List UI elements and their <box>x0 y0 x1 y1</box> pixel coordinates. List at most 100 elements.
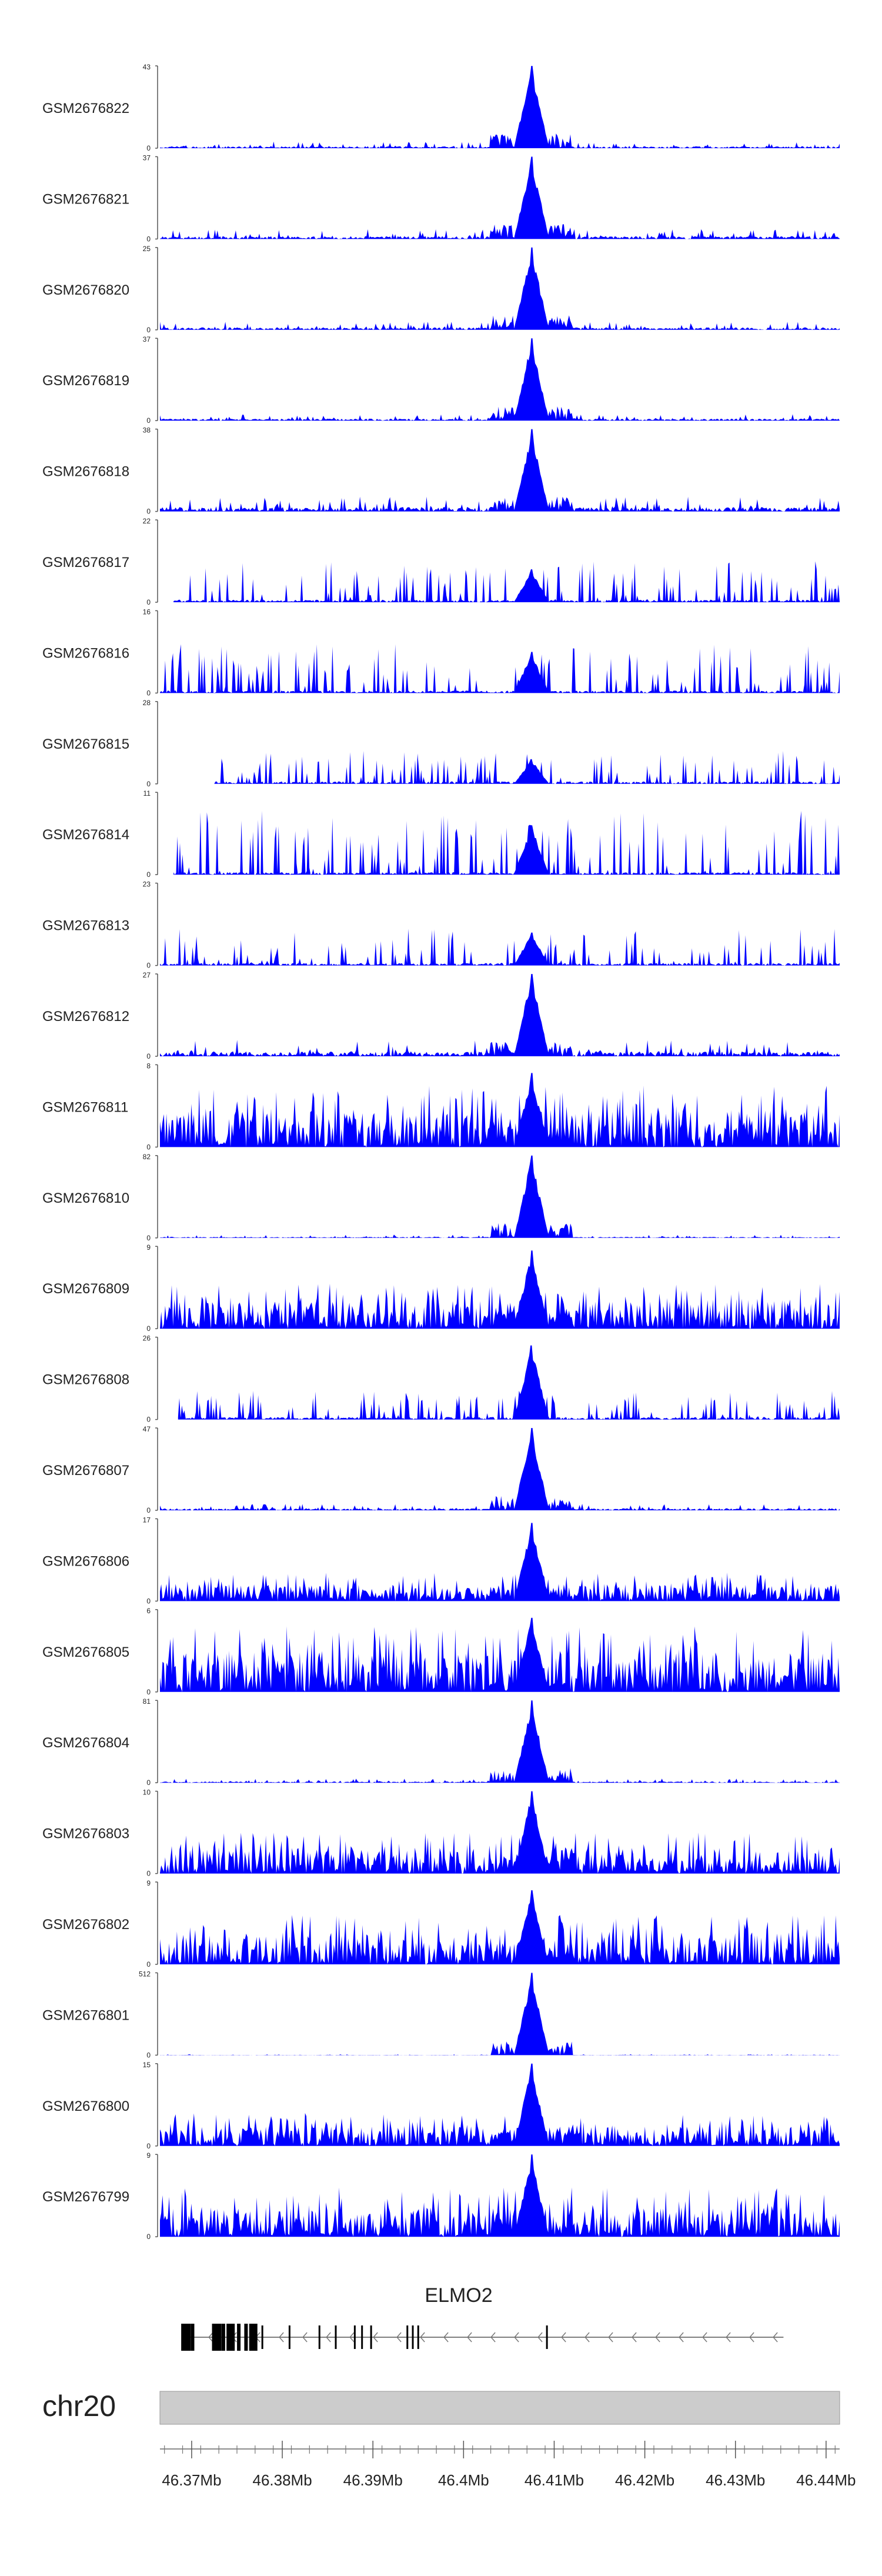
axis-tick-label: 46.4Mb <box>438 2471 489 2489</box>
track-GSM2676809: GSM2676809 9 0 <box>42 1243 840 1333</box>
track-GSM2676815: GSM2676815 28 0 <box>42 699 840 788</box>
strand-arrow <box>208 2332 213 2343</box>
y-min-label: 0 <box>146 144 151 152</box>
exon <box>288 2325 290 2349</box>
track-label: GSM2676809 <box>42 1281 129 1297</box>
chromosome-bar <box>159 2391 840 2425</box>
track-GSM2676800: GSM2676800 15 0 <box>42 2061 840 2150</box>
track-label: GSM2676801 <box>42 2007 129 2023</box>
exon <box>237 2324 241 2351</box>
track-GSM2676803: GSM2676803 10 0 <box>42 1788 840 1878</box>
track-GSM2676807: GSM2676807 47 0 <box>42 1425 840 1514</box>
y-max-label: 15 <box>143 2061 151 2069</box>
axis-tick-label: 46.37Mb <box>162 2471 221 2489</box>
y-max-label: 37 <box>143 335 151 343</box>
track-label: GSM2676815 <box>42 736 129 752</box>
y-min-label: 0 <box>146 598 151 606</box>
track-label: GSM2676807 <box>42 1463 129 1479</box>
strand-arrow <box>632 2332 637 2343</box>
y-min-label: 0 <box>146 2051 151 2059</box>
strand-arrow <box>584 2332 590 2343</box>
coverage-area <box>178 1345 840 1420</box>
y-min-label: 0 <box>146 1597 151 1605</box>
track-GSM2676799: GSM2676799 9 0 <box>42 2151 840 2241</box>
coverage-area <box>160 429 840 512</box>
track-label: GSM2676817 <box>42 555 129 570</box>
strand-arrow <box>537 2332 543 2343</box>
y-min-label: 0 <box>146 1052 151 1060</box>
track-GSM2676816: GSM2676816 16 0 <box>42 608 840 697</box>
y-min-label: 0 <box>146 1234 151 1242</box>
track-GSM2676811: GSM2676811 8 0 <box>42 1062 840 1151</box>
y-max-label: 81 <box>143 1697 151 1706</box>
y-min-label: 0 <box>146 1960 151 1968</box>
y-min-label: 0 <box>146 1324 151 1333</box>
coverage-area <box>160 1700 840 1783</box>
strand-arrow <box>443 2332 449 2343</box>
strand-arrow <box>679 2332 684 2343</box>
coverage-area <box>173 561 840 602</box>
y-min-label: 0 <box>146 1870 151 1878</box>
y-max-label: 9 <box>146 2151 151 2160</box>
track-label: GSM2676803 <box>42 1826 129 1842</box>
track-label: GSM2676814 <box>42 827 129 843</box>
axis-tick-label: 46.39Mb <box>343 2471 403 2489</box>
coverage-area <box>160 1428 840 1510</box>
y-max-label: 28 <box>143 699 151 707</box>
exon <box>218 2324 222 2351</box>
y-max-label: 43 <box>143 63 151 71</box>
strand-arrow <box>726 2332 731 2343</box>
track-label: GSM2676800 <box>42 2098 129 2114</box>
y-max-label: 6 <box>146 1607 151 1615</box>
strand-arrow <box>279 2332 284 2343</box>
strand-arrow <box>561 2332 566 2343</box>
track-label: GSM2676820 <box>42 282 129 298</box>
strand-arrow <box>420 2332 425 2343</box>
strand-arrow <box>514 2332 519 2343</box>
coverage-tracks: GSM2676822430GSM2676821370GSM2676820250G… <box>42 63 840 2241</box>
y-max-label: 11 <box>143 789 151 798</box>
exon <box>361 2325 363 2349</box>
strand-arrow <box>702 2332 707 2343</box>
strand-arrow <box>349 2332 355 2343</box>
track-label: GSM2676821 <box>42 191 129 207</box>
chromosome-ideogram: chr20 <box>42 2390 840 2425</box>
track-GSM2676805: GSM2676805 6 0 <box>42 1607 840 1696</box>
exon <box>191 2324 195 2351</box>
coverage-area <box>160 644 840 693</box>
coverage-area <box>160 156 840 239</box>
y-max-label: 17 <box>143 1516 151 1524</box>
y-max-label: 27 <box>143 971 151 979</box>
track-label: GSM2676804 <box>42 1735 129 1751</box>
y-max-label: 8 <box>146 1062 151 1070</box>
track-GSM2676810: GSM2676810 82 0 <box>42 1153 840 1242</box>
coverage-area <box>160 338 840 421</box>
track-GSM2676822: GSM2676822 43 0 <box>42 63 840 152</box>
coverage-area <box>160 1791 840 1874</box>
y-min-label: 0 <box>146 689 151 697</box>
coverage-area <box>173 810 840 875</box>
y-max-label: 9 <box>146 1879 151 1887</box>
coverage-area <box>160 66 840 148</box>
y-min-label: 0 <box>146 2142 151 2150</box>
coverage-area <box>160 1617 840 1692</box>
track-GSM2676820: GSM2676820 25 0 <box>42 245 840 334</box>
y-max-label: 37 <box>143 154 151 162</box>
exon <box>244 2324 248 2351</box>
axis-tick-label: 46.42Mb <box>615 2471 674 2489</box>
gene-model: ELMO2 <box>181 2284 784 2351</box>
exon <box>249 2324 258 2351</box>
track-label: GSM2676816 <box>42 645 129 661</box>
track-GSM2676801: GSM2676801 512 0 <box>42 1970 840 2059</box>
track-label: GSM2676806 <box>42 1553 129 1569</box>
y-min-label: 0 <box>146 416 151 425</box>
coverage-area <box>214 750 840 784</box>
y-max-label: 10 <box>143 1788 151 1797</box>
y-max-label: 25 <box>143 245 151 253</box>
y-min-label: 0 <box>146 962 151 970</box>
track-GSM2676813: GSM2676813 23 0 <box>42 880 840 970</box>
axis-tick-label: 46.41Mb <box>524 2471 584 2489</box>
axis-tick-label: 46.43Mb <box>706 2471 765 2489</box>
exon <box>353 2325 356 2349</box>
exon <box>417 2325 419 2349</box>
